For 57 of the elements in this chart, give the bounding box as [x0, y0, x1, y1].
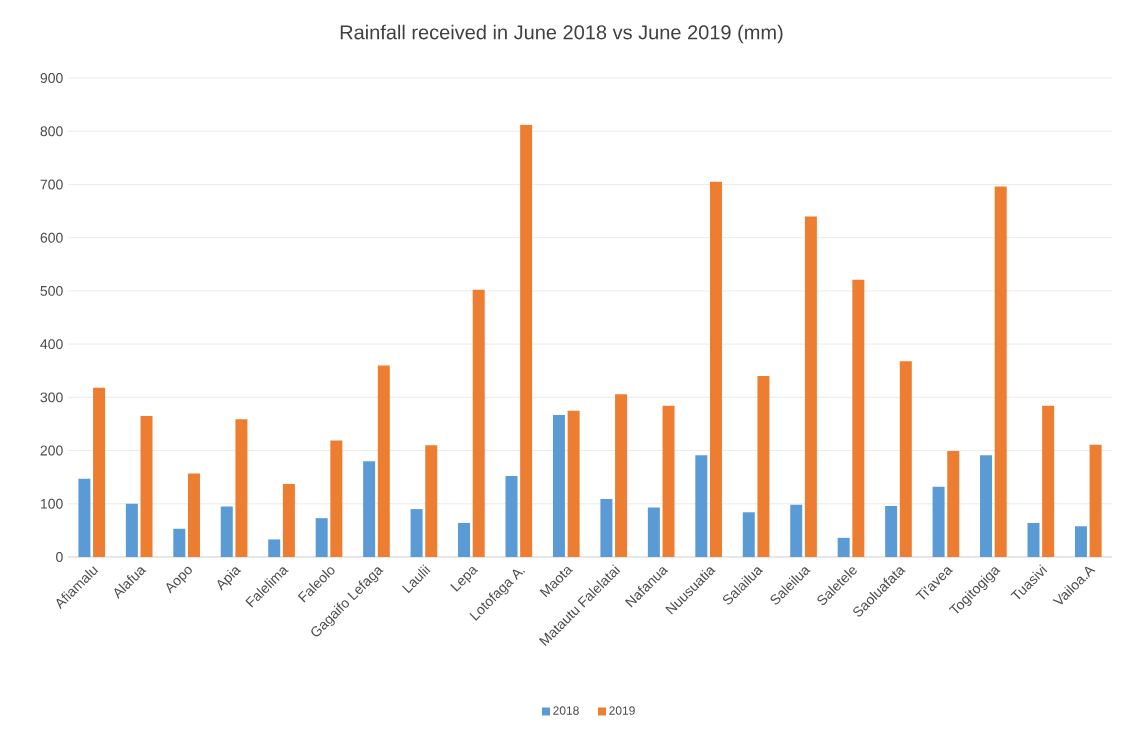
bar [282, 484, 295, 557]
bar [947, 451, 960, 557]
y-tick-label: 400 [40, 339, 63, 350]
bar [790, 504, 803, 557]
bar [425, 445, 438, 557]
bar [885, 505, 898, 557]
legend-label: 2018 [553, 706, 579, 715]
bar [315, 518, 328, 557]
bar [458, 522, 471, 557]
bar [330, 440, 343, 557]
bar [647, 507, 660, 557]
chart-title: Rainfall received in June 2018 vs June 2019 (mm) [340, 24, 783, 44]
bar [187, 473, 200, 557]
y-tick-label: 700 [40, 179, 63, 190]
bar [757, 376, 770, 557]
legend-label: 2019 [609, 706, 635, 715]
y-tick-label: 100 [41, 498, 63, 509]
bar [804, 216, 817, 557]
bar [1074, 526, 1087, 557]
bar [377, 365, 390, 557]
bar [600, 498, 613, 557]
bar [472, 289, 485, 557]
bar [140, 415, 153, 557]
bar [268, 539, 281, 557]
y-tick-label: 900 [40, 73, 63, 83]
bar [994, 186, 1007, 557]
bar [615, 394, 628, 557]
y-tick-label: 800 [40, 126, 63, 137]
bar [709, 181, 722, 557]
bar [220, 506, 233, 557]
bar [662, 405, 675, 557]
bar [363, 461, 376, 557]
bar [932, 486, 945, 557]
y-tick-label: 500 [40, 285, 63, 296]
y-tick-label: 600 [40, 232, 63, 243]
bar [1089, 444, 1102, 557]
bar [1027, 522, 1040, 557]
bar [1042, 405, 1055, 557]
y-tick-label: 200 [40, 445, 63, 456]
bar [505, 476, 518, 557]
bar [173, 528, 186, 557]
bar [742, 512, 755, 557]
bar [235, 419, 248, 557]
bar [93, 387, 106, 557]
y-tick-label: 300 [40, 392, 63, 403]
bar [78, 478, 91, 557]
bar [520, 124, 533, 557]
bar [980, 455, 993, 557]
bar [125, 503, 138, 557]
bar [837, 537, 850, 557]
bar [899, 361, 912, 557]
bar [410, 509, 423, 557]
bar [852, 279, 865, 557]
y-tick-label: 0 [56, 552, 63, 562]
bar [567, 410, 580, 557]
bar [552, 414, 565, 557]
bar [695, 455, 708, 557]
